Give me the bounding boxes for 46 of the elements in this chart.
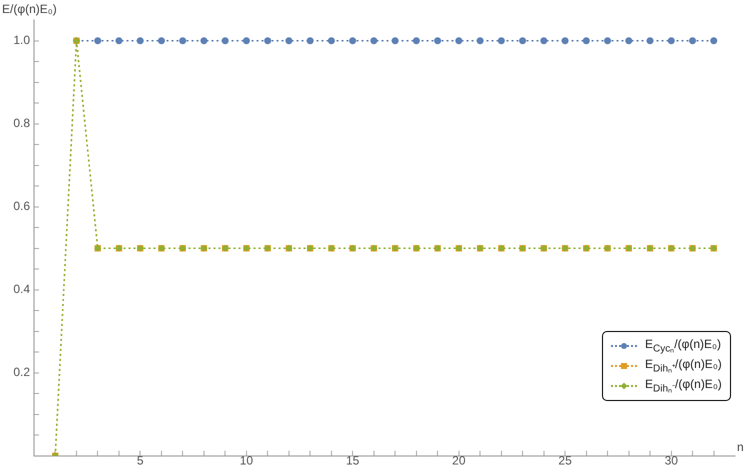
x-tick-label: 20: [452, 453, 466, 468]
point: [476, 37, 484, 44]
point: [455, 37, 462, 44]
point: [242, 37, 250, 44]
point: [434, 37, 442, 44]
point: [625, 37, 632, 44]
point: [710, 37, 718, 44]
point: [519, 37, 526, 44]
point: [540, 37, 548, 44]
point: [604, 37, 612, 44]
point: [179, 37, 186, 44]
y-tick-label: 0.4: [13, 282, 30, 296]
legend-label: E$_{Dihₙ⁻}$/(φ(n)E₀): [645, 377, 722, 394]
y-tick-label: 1.0: [13, 33, 30, 48]
point: [94, 37, 102, 44]
point: [264, 37, 272, 44]
point: [328, 37, 335, 44]
point: [136, 37, 144, 44]
x-tick-label: 25: [558, 453, 572, 468]
point: [498, 37, 505, 44]
legend-label: E$_{Cycₙ}$/(φ(n)E₀): [645, 337, 722, 354]
y-axis-title: E/(φ(n)E₀): [2, 2, 57, 16]
point: [582, 37, 590, 44]
x-tick-label: 10: [240, 453, 254, 468]
point: [412, 37, 420, 44]
point: [285, 37, 292, 44]
point: [668, 37, 675, 44]
y-tick-label: 0.6: [13, 199, 30, 214]
x-tick-label: 15: [346, 453, 360, 468]
point: [689, 37, 696, 44]
x-axis-title: n: [737, 440, 744, 454]
legend-label: E$_{Dihₙ⁺}$/(φ(n)E₀): [645, 357, 722, 374]
point: [370, 37, 378, 44]
point: [646, 37, 654, 44]
point: [392, 37, 399, 44]
point: [200, 37, 208, 44]
point: [222, 37, 229, 44]
y-tick-label: 0.8: [13, 116, 30, 130]
point: [306, 37, 314, 44]
point: [158, 37, 165, 44]
point: [115, 37, 122, 44]
x-tick-label: 30: [664, 453, 678, 468]
point: [349, 37, 356, 44]
y-tick-label: 0.2: [13, 365, 30, 380]
x-tick-label: 5: [136, 453, 144, 468]
point: [562, 37, 569, 44]
